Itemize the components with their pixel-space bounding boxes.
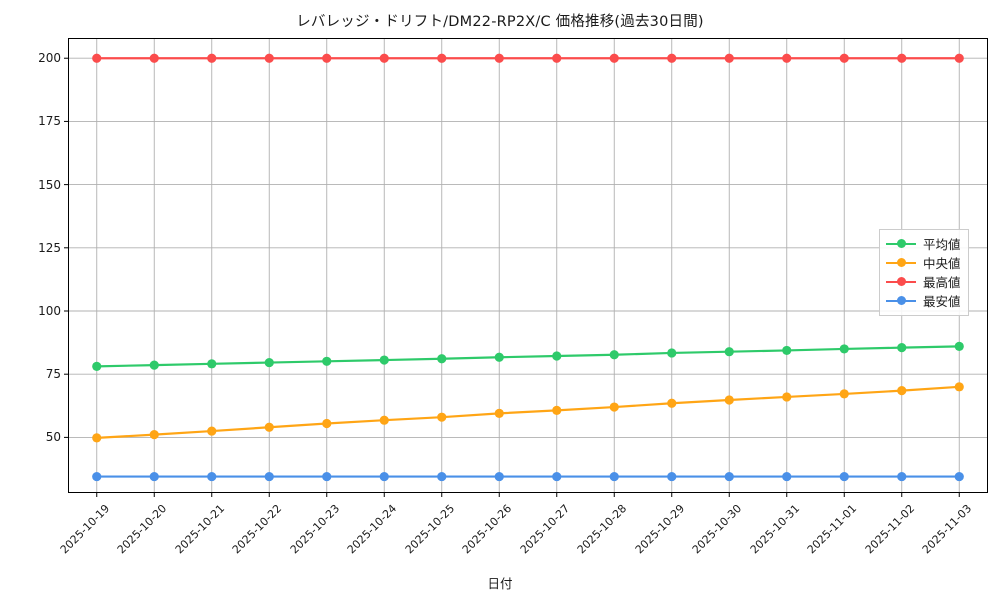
data-series-layer xyxy=(92,53,964,482)
data-point xyxy=(609,402,619,412)
data-point xyxy=(552,53,562,63)
data-point xyxy=(207,53,217,63)
series-line-1 xyxy=(95,385,961,439)
data-point xyxy=(954,341,964,351)
data-point xyxy=(92,361,102,371)
data-point xyxy=(897,53,907,63)
data-point xyxy=(782,53,792,63)
legend-item-0[interactable]: 平均値 xyxy=(886,234,961,253)
data-point xyxy=(264,357,274,368)
y-tick-label: 75 xyxy=(45,367,61,382)
data-point xyxy=(494,352,504,362)
data-point xyxy=(207,426,217,436)
data-point xyxy=(552,351,562,361)
plot-area-frame xyxy=(68,38,988,493)
data-point xyxy=(782,345,792,356)
y-tick-label: 200 xyxy=(38,51,61,66)
data-point xyxy=(437,412,447,422)
legend-label: 最安値 xyxy=(923,294,961,309)
data-point xyxy=(897,343,907,353)
data-point xyxy=(264,53,274,63)
chart-title: レバレッジ・ドリフト/DM22-RP2X/C 価格推移(過去30日間) xyxy=(296,14,704,30)
data-point xyxy=(322,418,332,429)
data-point xyxy=(782,471,792,482)
data-point xyxy=(839,53,849,63)
data-point xyxy=(379,355,389,365)
legend-item-3[interactable]: 最安値 xyxy=(886,291,961,310)
y-tick-label: 125 xyxy=(38,240,61,255)
data-point xyxy=(149,430,159,440)
y-tick-label: 175 xyxy=(38,114,61,129)
data-point xyxy=(207,471,217,482)
data-point xyxy=(667,471,677,482)
axis-ticks xyxy=(64,57,960,497)
data-point xyxy=(494,53,504,63)
data-point xyxy=(379,471,389,482)
data-point xyxy=(437,471,447,482)
data-point xyxy=(609,53,619,63)
data-point xyxy=(839,471,849,482)
data-point xyxy=(149,53,159,63)
data-point xyxy=(667,398,677,408)
data-point xyxy=(494,408,504,418)
legend-item-2[interactable]: 最高値 xyxy=(886,272,961,291)
data-point xyxy=(149,471,159,482)
legend-marker-icon xyxy=(886,237,916,251)
chart-legend: 平均値中央値最高値最安値 xyxy=(879,229,969,316)
legend-item-1[interactable]: 中央値 xyxy=(886,253,961,272)
data-point xyxy=(322,356,332,366)
data-point xyxy=(609,350,619,360)
y-tick-label: 100 xyxy=(38,304,61,318)
data-point xyxy=(724,395,734,405)
data-point xyxy=(494,471,504,482)
legend-marker-icon xyxy=(886,256,916,270)
data-point xyxy=(322,471,332,482)
data-point xyxy=(92,471,102,482)
data-point xyxy=(954,382,964,392)
data-point xyxy=(724,471,734,482)
data-point xyxy=(954,53,964,63)
data-point xyxy=(839,389,849,399)
data-point xyxy=(897,386,907,396)
data-point xyxy=(667,348,677,358)
data-point xyxy=(92,433,102,443)
data-point xyxy=(149,360,159,370)
data-point xyxy=(667,53,677,63)
legend-label: 最高値 xyxy=(923,275,961,290)
data-point xyxy=(92,53,102,63)
y-tick-label: 150 xyxy=(38,177,61,192)
data-point xyxy=(724,347,734,357)
data-point xyxy=(322,53,332,63)
data-point xyxy=(724,53,734,63)
data-point xyxy=(379,53,389,63)
series-line-0 xyxy=(95,345,961,368)
data-point xyxy=(839,344,849,354)
legend-label: 平均値 xyxy=(923,237,961,252)
data-point xyxy=(264,471,274,482)
legend-marker-icon xyxy=(886,275,916,289)
data-point xyxy=(552,405,562,415)
data-point xyxy=(264,422,274,432)
legend-label: 中央値 xyxy=(923,256,961,271)
data-point xyxy=(379,415,389,425)
data-point xyxy=(954,471,964,482)
x-axis-title: 日付 xyxy=(487,576,513,591)
data-point xyxy=(437,53,447,63)
data-point xyxy=(552,471,562,482)
y-tick-label: 50 xyxy=(45,430,61,445)
data-point xyxy=(437,354,447,364)
data-point xyxy=(609,471,619,482)
data-point xyxy=(897,471,907,482)
data-point xyxy=(782,392,792,402)
legend-marker-icon xyxy=(886,294,916,308)
data-point xyxy=(207,359,217,369)
